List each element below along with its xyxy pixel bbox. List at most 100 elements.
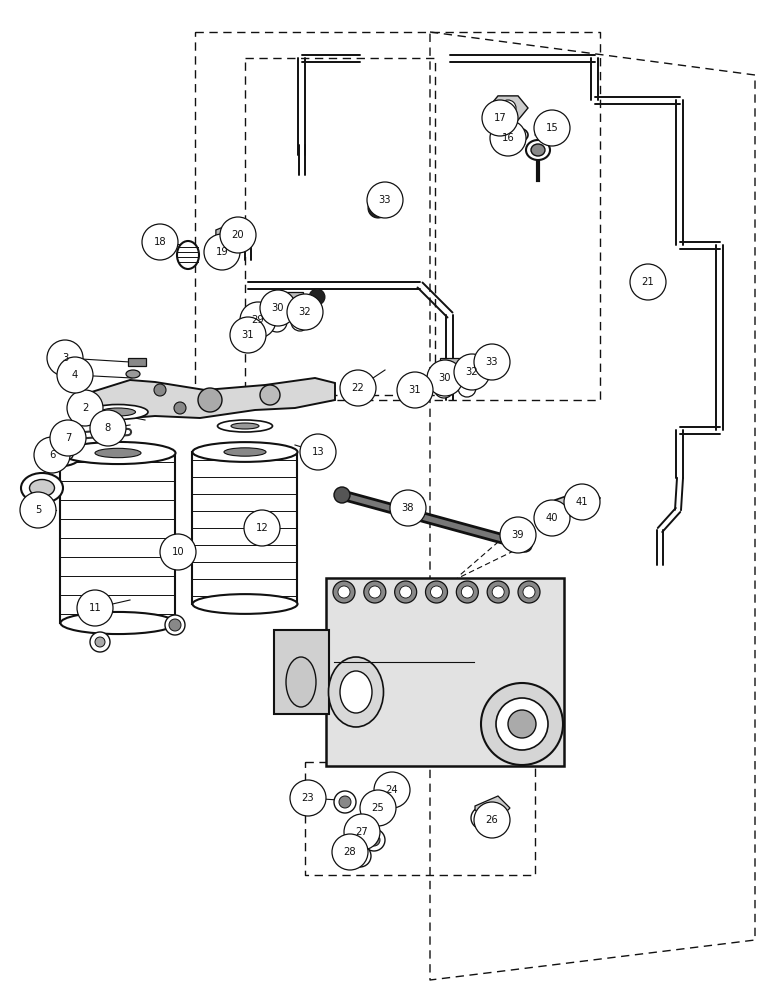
Circle shape (50, 420, 86, 456)
Ellipse shape (29, 480, 55, 496)
Ellipse shape (192, 442, 297, 462)
Circle shape (474, 802, 510, 838)
Circle shape (454, 354, 490, 390)
Circle shape (518, 581, 540, 603)
Text: 11: 11 (89, 603, 101, 613)
Circle shape (95, 637, 105, 647)
Ellipse shape (60, 442, 175, 464)
Circle shape (364, 581, 386, 603)
Ellipse shape (177, 241, 199, 269)
Circle shape (20, 492, 56, 528)
Circle shape (90, 632, 110, 652)
Circle shape (471, 807, 493, 829)
Circle shape (34, 437, 70, 473)
Circle shape (487, 581, 510, 603)
Circle shape (390, 490, 426, 526)
Circle shape (630, 264, 666, 300)
Text: 39: 39 (512, 530, 524, 540)
Text: 18: 18 (154, 237, 166, 247)
Circle shape (431, 586, 442, 598)
Circle shape (220, 217, 256, 253)
Circle shape (456, 581, 479, 603)
Text: 3: 3 (62, 353, 68, 363)
Circle shape (427, 360, 463, 396)
Ellipse shape (95, 448, 141, 458)
Text: 41: 41 (576, 497, 588, 507)
Circle shape (476, 812, 488, 824)
Circle shape (354, 850, 366, 862)
Circle shape (349, 845, 371, 867)
Text: 33: 33 (486, 357, 498, 367)
Circle shape (260, 290, 296, 326)
Text: 23: 23 (302, 793, 314, 803)
Circle shape (365, 803, 387, 825)
Circle shape (165, 615, 185, 635)
Text: 7: 7 (65, 433, 71, 443)
Text: 15: 15 (546, 123, 558, 133)
Ellipse shape (51, 449, 73, 461)
Bar (192, 452, 297, 604)
Bar (274, 630, 329, 714)
Text: 2: 2 (82, 403, 88, 413)
Text: 22: 22 (351, 383, 364, 393)
Circle shape (332, 834, 368, 870)
Polygon shape (82, 378, 335, 420)
Circle shape (367, 182, 403, 218)
Circle shape (500, 100, 516, 116)
Circle shape (291, 313, 309, 331)
Circle shape (482, 100, 518, 136)
Circle shape (154, 384, 166, 396)
Ellipse shape (286, 657, 316, 707)
Text: 33: 33 (379, 195, 391, 205)
Text: 17: 17 (493, 113, 506, 123)
Text: 8: 8 (105, 423, 111, 433)
Ellipse shape (210, 246, 226, 258)
Ellipse shape (531, 144, 545, 156)
Circle shape (169, 619, 181, 631)
Text: 27: 27 (356, 827, 368, 837)
Text: 32: 32 (466, 367, 479, 377)
Circle shape (474, 344, 510, 380)
Circle shape (500, 517, 536, 553)
Circle shape (518, 538, 532, 552)
Circle shape (339, 796, 351, 808)
Circle shape (360, 790, 396, 826)
Text: 31: 31 (242, 330, 254, 340)
Ellipse shape (329, 657, 384, 727)
Polygon shape (440, 358, 470, 378)
Circle shape (400, 586, 411, 598)
Polygon shape (548, 488, 600, 518)
Ellipse shape (513, 131, 523, 138)
Circle shape (240, 302, 276, 338)
Circle shape (462, 586, 473, 598)
Circle shape (77, 590, 113, 626)
Circle shape (338, 586, 350, 598)
Ellipse shape (218, 420, 273, 432)
Text: 10: 10 (171, 547, 185, 557)
Circle shape (382, 790, 394, 802)
Text: 4: 4 (72, 370, 78, 380)
Polygon shape (475, 796, 510, 820)
Circle shape (204, 234, 240, 270)
Text: 31: 31 (408, 385, 422, 395)
Circle shape (397, 372, 433, 408)
Circle shape (534, 500, 570, 536)
Circle shape (67, 390, 103, 426)
Circle shape (368, 834, 380, 846)
Ellipse shape (88, 404, 148, 420)
Text: 25: 25 (371, 803, 384, 813)
Circle shape (198, 388, 222, 412)
Circle shape (394, 581, 417, 603)
Circle shape (340, 370, 376, 406)
Text: 16: 16 (502, 133, 514, 143)
Polygon shape (273, 292, 303, 312)
Circle shape (90, 410, 126, 446)
Circle shape (300, 434, 336, 470)
Circle shape (160, 534, 196, 570)
Bar (128, 358, 146, 366)
Circle shape (370, 808, 382, 820)
Polygon shape (488, 96, 528, 120)
Ellipse shape (43, 444, 81, 466)
Ellipse shape (481, 683, 563, 765)
Text: 30: 30 (438, 373, 452, 383)
